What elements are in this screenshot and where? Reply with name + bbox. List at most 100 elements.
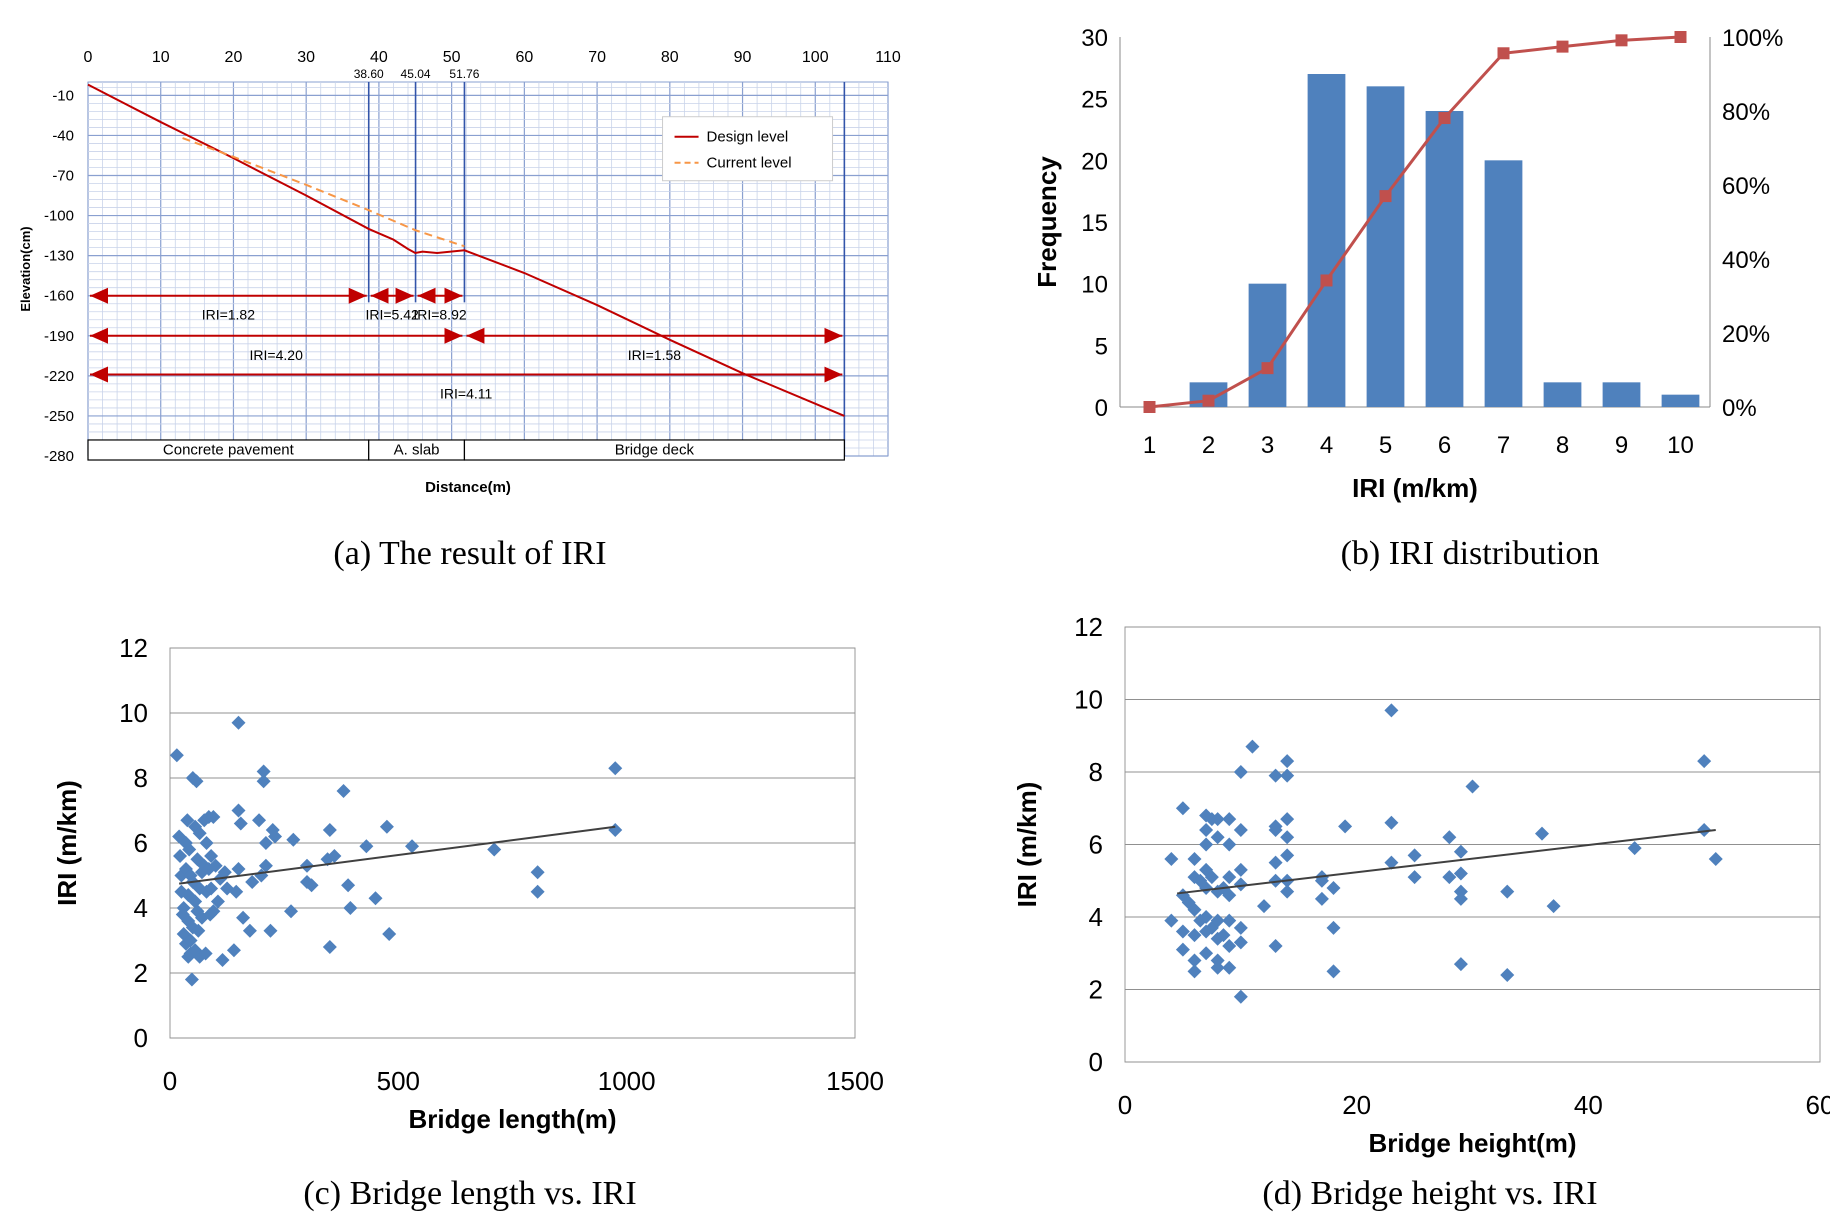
data-point [208,858,223,873]
legend-box [662,116,834,182]
data-point [1326,881,1341,895]
legend-label-current: Current level [707,155,792,172]
legend-label-design: Design level [707,129,789,146]
y2-tick-label: 20% [1722,321,1770,348]
y-tick-label: 2 [134,958,148,988]
cumulative-marker [1497,47,1510,60]
y-axis-label: IRI (m/km) [52,780,82,906]
x-tick-label: 50 [443,49,461,66]
data-point [1697,754,1712,769]
data-point [1453,844,1468,859]
x-tick-label: 60 [1806,1090,1830,1120]
data-point [1233,935,1248,950]
data-point [173,849,188,863]
data-point [405,839,420,854]
chart-a: 0 10 20 30 40 50 60 70 80 90 100 110 -10 -40 -70 -100 -1… [20,20,920,500]
x-tick-label: 1500 [826,1066,884,1096]
caption-a: (a) The result of IRI [333,535,607,572]
data-point [343,901,358,915]
x-tick-label: 7 [1497,432,1510,459]
data-point [1453,866,1468,881]
data-point [1164,913,1179,928]
data-point [379,819,394,834]
data-point [1280,848,1295,863]
data-point [198,946,213,961]
x-tick-label: 8 [1556,432,1569,459]
cumulative-marker [1674,31,1687,43]
data-point [1233,877,1248,892]
data-point [1233,920,1248,935]
cumulative-marker [1379,190,1392,203]
data-point [231,803,246,818]
y-axis-label: IRI (m/km) [1012,782,1042,908]
y-tick-label: 10 [1074,685,1103,715]
cumulative-marker [1261,362,1274,375]
y-tick-label: 10 [1081,272,1108,299]
cumulative-marker [1143,401,1156,413]
chart-c: 0 2 4 6 8 10 12 0 500 1000 1500 Bridge length(m) IRI… [40,620,900,1140]
station-label: 51.76 [449,67,479,81]
x-tick-label: 10 [1667,432,1694,459]
data-point [1233,765,1248,779]
data-point [1627,841,1642,856]
histogram-bar [1602,382,1641,407]
trend-line [1177,829,1716,895]
y-tick-label: -250 [44,408,74,425]
data-point [341,878,356,893]
y2-tick-label: 100% [1722,25,1783,52]
data-point [226,943,241,958]
y-tick-label: -130 [44,248,74,265]
cumulative-marker [1615,34,1628,47]
caption-c: (c) Bridge length vs. IRI [303,1175,637,1212]
data-point [368,891,383,906]
data-point [286,832,301,847]
y-tick-label: 6 [134,828,148,858]
data-point [263,923,278,938]
y2-tick-label: 40% [1722,247,1770,274]
data-point [206,810,221,824]
data-point [1199,808,1214,823]
zone-label: Bridge deck [615,442,695,459]
data-point [258,858,273,873]
x-axis-label: Bridge height(m) [1369,1128,1577,1158]
data-point [322,940,337,954]
histogram-bar [1425,111,1464,407]
data-point [1187,902,1202,917]
elevation-chart: 0 10 20 30 40 50 60 70 80 90 100 110 -10 -40 -70 -100 -1… [20,49,901,496]
data-point [1268,939,1283,953]
data-point [1210,953,1225,968]
data-point [231,862,246,876]
y-tick-label: 6 [1089,830,1103,860]
data-point [252,813,267,828]
x-tick-label: 80 [661,49,679,66]
zone-box [463,439,845,461]
y-tick-label: 8 [134,763,148,793]
data-point [191,923,206,938]
data-point [268,829,283,844]
data-point [180,813,195,828]
station-label: 45.04 [401,67,431,81]
data-point [1199,823,1214,837]
data-point [1384,855,1399,870]
data-point [245,875,260,889]
data-point [1210,830,1225,845]
y2-tick-label: 80% [1722,99,1770,126]
data-point [1222,888,1237,903]
data-point [1187,852,1202,866]
data-point [322,823,337,837]
data-point [1164,852,1179,866]
data-point [1500,968,1515,982]
y-tick-label: -100 [44,208,74,225]
data-point [206,904,221,919]
data-point [258,836,273,850]
data-point [530,884,545,899]
data-point [1222,939,1237,953]
caption-d: (d) Bridge height vs. IRI [1262,1175,1598,1212]
caption-b: (b) IRI distribution [1340,535,1600,572]
cumulative-marker [1202,394,1215,407]
data-point [1187,928,1202,943]
data-point [1442,870,1457,885]
data-point [1199,924,1214,939]
y-tick-label: -10 [52,87,74,104]
data-point [1280,812,1295,827]
